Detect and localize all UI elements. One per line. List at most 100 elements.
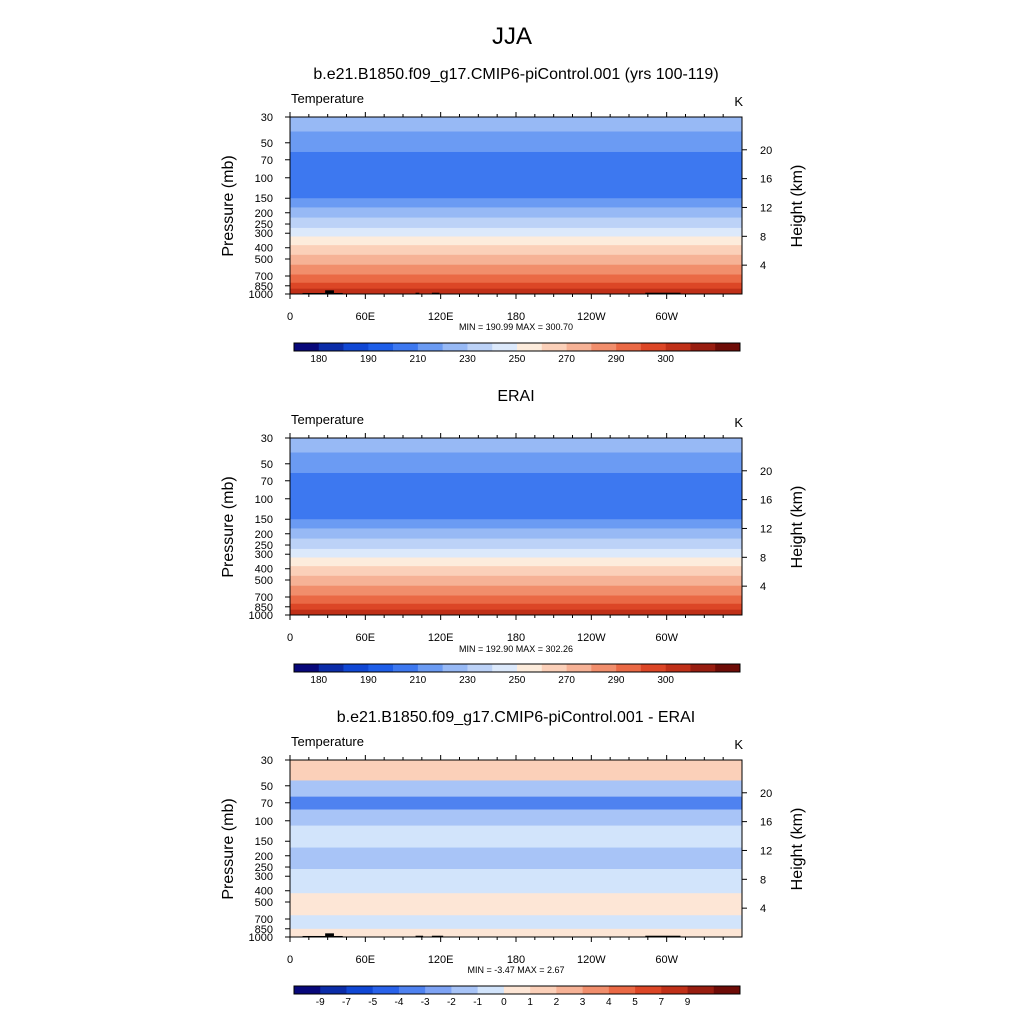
panel-3-min-max: MIN = -3.47 MAX = 2.67: [467, 965, 564, 975]
y-tick-label: 250: [255, 862, 273, 874]
panel-2: ERAI Temperature K Pressure (mb) Height …: [220, 388, 806, 686]
colorbar-swatch: [713, 986, 741, 994]
x-tick-label: 120W: [577, 632, 606, 644]
panel-2-variable-label: Temperature: [291, 412, 364, 427]
colorbar-label: 290: [608, 354, 625, 365]
colorbar-label: 5: [632, 997, 638, 1008]
contour-band-7: [290, 227, 742, 237]
panel-2-min-max: MIN = 192.90 MAX = 302.26: [459, 644, 573, 654]
contour-band-4: [290, 519, 742, 529]
y-tick-label: 30: [261, 755, 273, 767]
contour-band-8: [290, 557, 742, 567]
colorbar-frame: [293, 342, 741, 352]
colorbar-swatch: [425, 986, 452, 994]
panel-2-units-label: K: [734, 415, 743, 430]
panel-3-units-label: K: [734, 737, 743, 752]
y-tick-label: 50: [261, 138, 273, 150]
contour-band-3: [290, 151, 742, 199]
y-right-tick-label: 20: [760, 788, 772, 800]
colorbar-swatch: [635, 986, 662, 994]
y-right-tick-label: 16: [760, 817, 772, 829]
colorbar-swatch: [690, 343, 716, 351]
colorbar-swatch: [640, 343, 666, 351]
y-tick-label: 100: [255, 494, 273, 506]
colorbar-label: 210: [410, 354, 427, 365]
panel-1-units-label: K: [734, 94, 743, 109]
colorbar-label: 9: [685, 997, 691, 1008]
contour-band-3: [290, 796, 742, 811]
x-tick-label: 120E: [428, 311, 454, 323]
x-tick-label: 180: [507, 632, 525, 644]
colorbar-swatch: [541, 664, 567, 672]
contour-band-10: [290, 928, 742, 938]
y-tick-label: 50: [261, 781, 273, 793]
colorbar-swatch: [517, 343, 543, 351]
colorbar-frame: [293, 663, 741, 673]
y-right-tick-label: 12: [760, 202, 772, 214]
contour-band-5: [290, 207, 742, 219]
contour-band-6: [290, 217, 742, 229]
colorbar-swatch: [467, 664, 493, 672]
y-tick-label: 1000: [249, 932, 273, 944]
y-tick-label: 150: [255, 193, 273, 205]
y-tick-label: 700: [255, 271, 273, 283]
panel-2-y-axis-label: Pressure (mb): [220, 476, 237, 577]
colorbar-swatch: [715, 664, 741, 672]
topography-block-3: [415, 935, 424, 937]
colorbar-label: 4: [606, 997, 612, 1008]
y-tick-label: 100: [255, 816, 273, 828]
x-tick-label: 60W: [655, 954, 678, 966]
y-tick-label: 150: [255, 514, 273, 526]
panel-3-variable-label: Temperature: [291, 734, 364, 749]
y-tick-label: 150: [255, 836, 273, 848]
colorbar-label: 290: [608, 675, 625, 686]
contour-band-2: [290, 780, 742, 798]
contour-band-7: [290, 548, 742, 558]
colorbar-swatch: [665, 343, 691, 351]
panel-1-min-max: MIN = 190.99 MAX = 300.70: [459, 322, 573, 332]
y-tick-label: 300: [255, 549, 273, 561]
contour-band-3: [290, 472, 742, 520]
panel-1-title: b.e21.B1850.f09_g17.CMIP6-piControl.001 …: [313, 66, 718, 83]
y-tick-label: 500: [255, 254, 273, 266]
x-tick-label: 180: [507, 311, 525, 323]
contour-band-14: [290, 288, 742, 295]
colorbar-swatch: [318, 343, 344, 351]
colorbar-swatch: [343, 664, 369, 672]
colorbar-swatch: [393, 343, 419, 351]
panel-3-plot: 0 60E 120E 180 120W 60W3050701001502002503004…: [249, 755, 772, 1008]
contour-band-13: [290, 603, 742, 611]
y-tick-label: 30: [261, 433, 273, 445]
x-tick-label: 120E: [428, 954, 454, 966]
contour-band-2: [290, 452, 742, 474]
x-tick-label: 60W: [655, 632, 678, 644]
y-right-tick-label: 8: [760, 231, 766, 243]
colorbar-swatch: [566, 343, 592, 351]
x-tick-label: 0: [287, 954, 293, 966]
colorbar-label: 270: [558, 675, 575, 686]
y-tick-label: 1000: [249, 610, 273, 622]
contour-band-10: [290, 575, 742, 587]
colorbar-swatch: [687, 986, 715, 994]
contour-band-9: [290, 566, 742, 577]
colorbar-swatch: [294, 664, 320, 672]
colorbar-label: 230: [459, 675, 476, 686]
colorbar-swatch: [477, 986, 505, 994]
topography-block-5: [645, 292, 681, 294]
panel-2-title: ERAI: [497, 388, 534, 405]
colorbar-label: 3: [580, 997, 586, 1008]
y-tick-label: 70: [261, 476, 273, 488]
colorbar-swatch: [541, 343, 567, 351]
colorbar-swatch: [343, 343, 369, 351]
x-tick-label: 120E: [428, 632, 454, 644]
contour-band-6: [290, 847, 742, 870]
x-tick-label: 0: [287, 632, 293, 644]
colorbar-swatch: [398, 986, 426, 994]
colorbar-swatch: [665, 664, 691, 672]
y-right-tick-label: 20: [760, 145, 772, 157]
colorbar-swatch: [417, 343, 443, 351]
colorbar-label: 190: [360, 354, 377, 365]
contour-band-4: [290, 809, 742, 827]
y-tick-label: 700: [255, 592, 273, 604]
panel-3-right-axis-label: Height (km): [789, 808, 806, 891]
